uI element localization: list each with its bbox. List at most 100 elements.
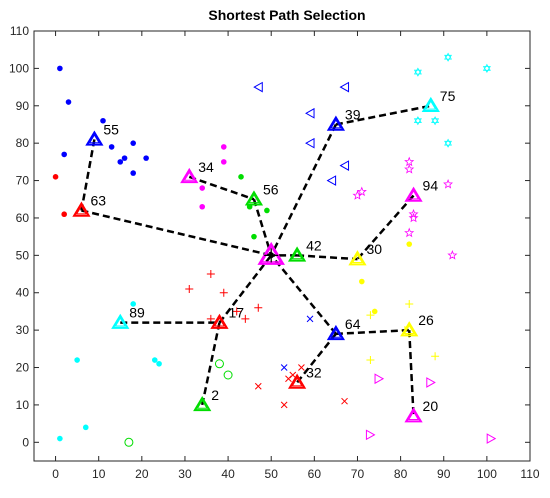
data-point — [404, 156, 415, 167]
y-tick-label: 60 — [16, 211, 30, 225]
data-point — [366, 311, 375, 320]
path-node-marker — [193, 395, 212, 412]
y-tick-label: 10 — [16, 398, 30, 412]
data-point — [117, 159, 124, 165]
data-point — [486, 433, 497, 444]
node-label: 32 — [306, 364, 322, 380]
path-nodes: 55 63 34 56 39 75 94 42 30 89 17 64 26 32 2 20 — [72, 88, 456, 423]
path-node-marker — [404, 186, 423, 202]
data-point — [220, 159, 227, 165]
data-point — [404, 227, 415, 238]
path-edge — [407, 330, 415, 417]
data-point — [121, 155, 128, 161]
data-point — [199, 203, 206, 210]
path-edge — [270, 123, 338, 256]
data-point — [447, 249, 458, 260]
node-label: 39 — [345, 106, 361, 122]
scatter-clusters — [52, 52, 497, 447]
x-tick-label: 40 — [221, 467, 235, 481]
data-point — [280, 401, 288, 409]
path-edge — [200, 322, 221, 406]
path-node-marker — [287, 246, 307, 262]
node-label: 26 — [418, 312, 434, 328]
data-point — [408, 212, 419, 223]
y-tick-label: 80 — [16, 136, 30, 150]
path-node-marker — [85, 130, 104, 146]
path-edge — [335, 104, 432, 126]
data-point — [254, 303, 263, 312]
path-node-marker — [400, 321, 419, 337]
data-point — [251, 233, 257, 240]
node-label: 55 — [103, 121, 119, 137]
data-point — [57, 435, 63, 442]
data-point — [444, 52, 452, 62]
data-point — [156, 360, 162, 367]
data-point — [65, 99, 72, 105]
path-node-marker — [421, 96, 440, 113]
data-point — [356, 186, 367, 197]
x-tick-label: 90 — [437, 467, 451, 481]
data-point — [61, 211, 67, 218]
data-point — [130, 301, 136, 307]
data-point — [285, 375, 292, 383]
node-label: 89 — [129, 305, 145, 321]
data-point — [443, 178, 453, 189]
x-tick-label: 110 — [520, 467, 539, 481]
data-point — [482, 63, 491, 73]
data-point — [444, 138, 452, 148]
data-point — [413, 67, 422, 77]
data-point — [100, 117, 106, 124]
path-edge — [218, 254, 273, 324]
data-point — [298, 364, 305, 371]
data-point — [371, 308, 378, 315]
data-point — [339, 81, 350, 93]
data-point — [108, 144, 115, 150]
data-point — [339, 160, 350, 171]
node-label: 30 — [366, 241, 382, 257]
data-point — [241, 314, 250, 323]
path-node-marker — [180, 167, 199, 184]
node-label: 2 — [211, 387, 219, 403]
path-node-marker — [244, 190, 264, 206]
path-node-marker-inner — [291, 249, 303, 260]
data-point — [305, 137, 315, 149]
path-node-marker-inner — [75, 205, 88, 215]
path-node-marker — [210, 313, 229, 329]
path-edge — [188, 175, 255, 201]
data-point — [219, 288, 228, 297]
path-edge — [356, 194, 415, 260]
data-point — [151, 357, 158, 363]
x-tick-label: 20 — [135, 467, 149, 481]
node-label: 20 — [423, 398, 439, 414]
data-point — [57, 65, 63, 72]
y-tick-label: 90 — [16, 99, 30, 113]
data-point — [264, 207, 270, 214]
data-point — [223, 370, 233, 380]
axes: 0 10 20 30 40 50 60 70 80 90 100 110 0 10 20 30 40 50 60 70… — [9, 24, 540, 481]
data-point — [408, 208, 419, 219]
path-node-marker-inner — [183, 171, 195, 181]
data-point — [431, 352, 440, 361]
data-point — [431, 116, 440, 126]
data-point — [130, 140, 136, 146]
data-point — [238, 174, 244, 180]
data-point — [426, 377, 436, 388]
node-label: 64 — [345, 316, 361, 332]
y-tick-label: 0 — [22, 435, 29, 449]
x-tick-label: 80 — [394, 467, 408, 481]
path-edge — [270, 254, 337, 335]
data-point — [220, 144, 227, 150]
plot-area — [33, 30, 531, 462]
x-tick-label: 10 — [92, 467, 106, 481]
center-node-plus — [264, 248, 279, 263]
x-tick-label: 100 — [477, 467, 497, 481]
data-point — [404, 163, 415, 174]
data-point — [341, 397, 348, 405]
path-edge — [297, 254, 358, 261]
data-point — [406, 241, 413, 247]
path-node-marker-inner — [291, 377, 303, 387]
node-label: 63 — [90, 192, 106, 208]
path-node-marker — [111, 313, 130, 329]
path-node-marker — [348, 250, 367, 266]
